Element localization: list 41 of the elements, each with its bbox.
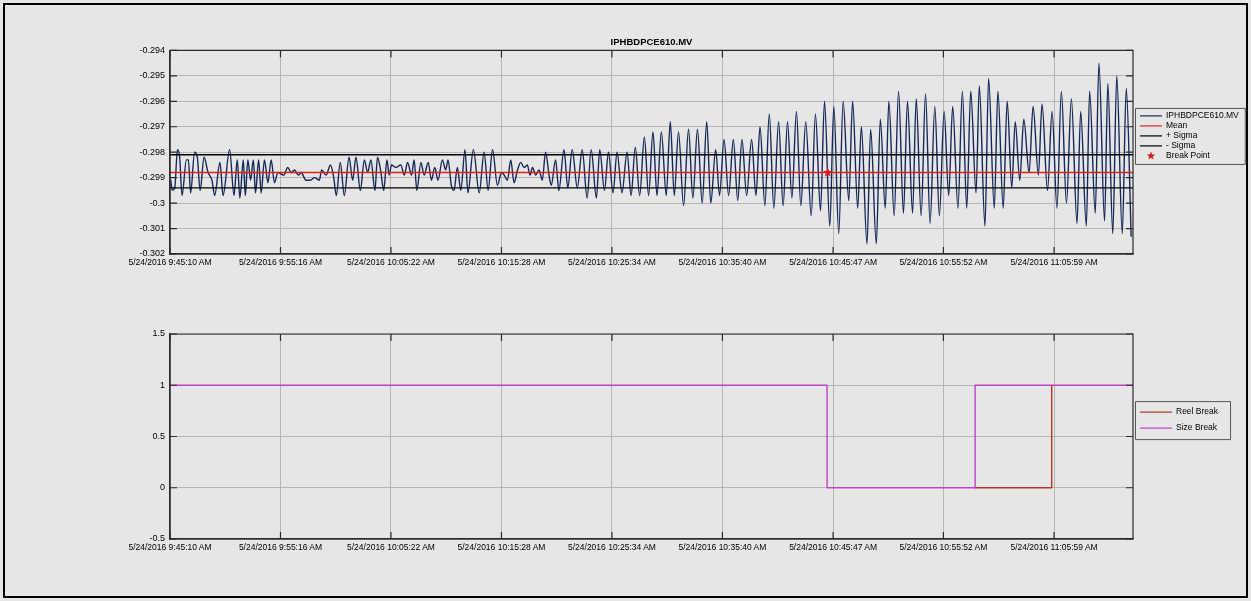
y-tick-label: -0.299 [139,172,165,183]
legend-label: + Sigma [1166,130,1198,141]
x-tick-label: 5/24/2016 10:55:52 AM [899,542,988,553]
chart-title: IPHBDPCE610.MV [610,36,694,48]
x-tick-label: 5/24/2016 11:05:59 AM [1010,257,1098,268]
x-tick-label: 5/24/2016 11:05:59 AM [1010,542,1098,553]
x-tick-label: 5/24/2016 10:15:28 AM [457,542,546,553]
legend-label: Size Break [1176,422,1218,433]
legend-label: IPHBDPCE610.MV [1166,110,1240,121]
y-tick-label: 0.5 [152,430,165,441]
x-tick-label: 5/24/2016 10:25:34 AM [567,542,656,553]
y-tick-label: -0.294 [139,44,165,55]
x-tick-label: 5/24/2016 10:05:22 AM [347,257,435,268]
x-tick-label: 5/24/2016 9:45:10 AM [128,257,212,268]
y-tick-label: -0.301 [139,223,165,234]
y-tick-label: -0.297 [139,121,165,132]
x-tick-label: 5/24/2016 9:45:10 AM [128,542,212,553]
y-tick-label: -0.296 [139,95,165,106]
legend-label: Reel Break [1176,406,1219,417]
line-series [170,62,1132,245]
y-tick-label: -0.3 [149,197,165,208]
y-tick-label: 0 [159,482,165,493]
y-tick-label: 1 [159,379,165,390]
x-tick-label: 5/24/2016 10:25:34 AM [567,257,656,268]
legend-label: - Sigma [1166,140,1196,151]
x-tick-label: 5/24/2016 10:05:22 AM [347,542,435,553]
y-tick-label: -0.302 [139,248,165,259]
y-tick-label: 1.5 [152,328,165,339]
legend-label: Break Point [1166,150,1211,161]
x-tick-label: 5/24/2016 10:15:28 AM [457,257,546,268]
x-tick-label: 5/24/2016 9:55:16 AM [238,257,323,268]
x-tick-label: 5/24/2016 10:35:40 AM [678,542,767,553]
x-tick-label: 5/24/2016 10:35:40 AM [678,257,767,268]
legend-label: Mean [1166,120,1188,131]
x-tick-label: 5/24/2016 10:55:52 AM [899,257,988,268]
x-tick-label: 5/24/2016 10:45:47 AM [789,257,878,268]
y-tick-label: -0.5 [149,533,165,544]
x-tick-label: 5/24/2016 9:55:16 AM [238,542,323,553]
y-tick-label: -0.295 [139,70,165,81]
x-tick-label: 5/24/2016 10:45:47 AM [789,542,878,553]
y-tick-label: -0.298 [139,146,165,157]
